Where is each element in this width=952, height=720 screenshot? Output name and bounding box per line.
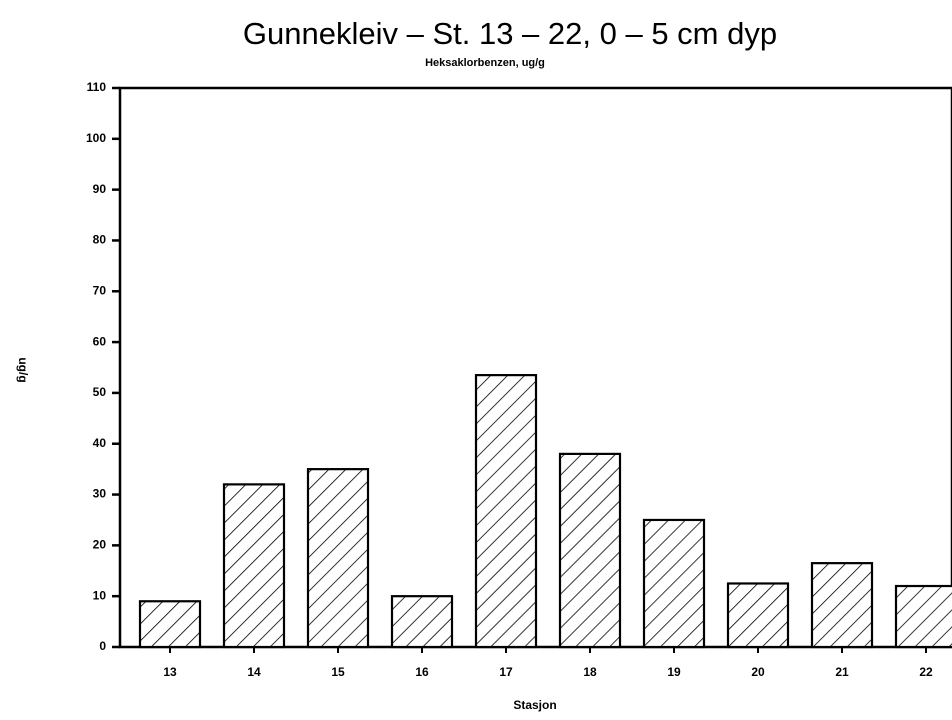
y-tick-label: 60 xyxy=(93,334,107,348)
x-axis-label: Stasjon xyxy=(513,698,556,712)
x-tick-label: 15 xyxy=(331,665,345,679)
bar xyxy=(726,582,790,649)
chart-subtitle: Heksaklorbenzen, ug/g xyxy=(425,57,545,69)
bar xyxy=(390,595,454,649)
y-tick-label: 40 xyxy=(93,436,107,450)
y-axis-label: ug/g xyxy=(16,357,30,382)
y-tick-label: 0 xyxy=(99,639,106,653)
chart-title: Gunnekleiv – St. 13 – 22, 0 – 5 cm dyp xyxy=(243,16,777,51)
bar xyxy=(222,483,286,649)
bar xyxy=(642,518,706,649)
bar xyxy=(558,452,622,649)
x-tick-label: 18 xyxy=(583,665,597,679)
y-tick-label: 20 xyxy=(93,538,107,552)
x-tick-label: 21 xyxy=(835,665,849,679)
bar xyxy=(810,562,874,649)
y-tick-label: 100 xyxy=(86,131,106,145)
x-tick-label: 22 xyxy=(919,665,933,679)
y-tick-label: 110 xyxy=(87,80,107,94)
x-tick-label: 17 xyxy=(499,665,513,679)
y-tick-label: 70 xyxy=(93,283,107,297)
bar xyxy=(474,374,538,649)
x-tick-label: 20 xyxy=(751,665,765,679)
x-tick-label: 16 xyxy=(415,665,429,679)
y-tick-label: 50 xyxy=(93,385,107,399)
x-tick-label: 19 xyxy=(667,665,681,679)
y-tick-label: 90 xyxy=(93,182,107,196)
bar xyxy=(894,584,952,649)
y-tick-label: 10 xyxy=(93,588,107,602)
y-tick-label: 30 xyxy=(93,487,107,501)
y-tick-label: 80 xyxy=(93,233,107,247)
bar xyxy=(306,468,370,649)
x-tick-label: 14 xyxy=(247,665,261,679)
x-tick-label: 13 xyxy=(163,665,177,679)
bar xyxy=(138,600,202,649)
